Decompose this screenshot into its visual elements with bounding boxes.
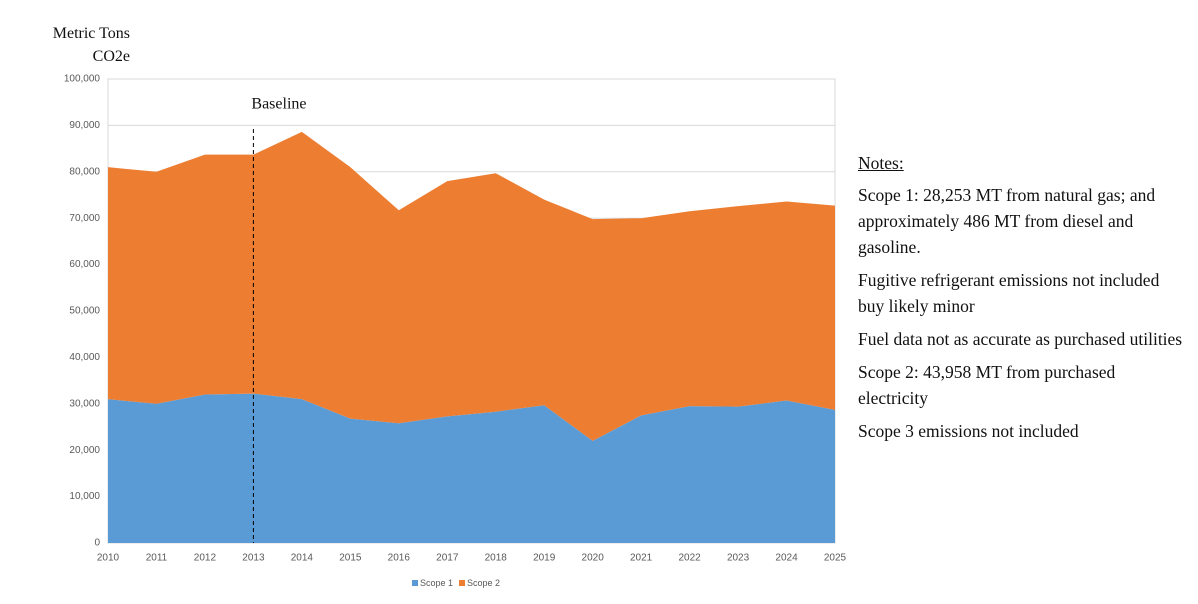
y-tick-label: 60,000 xyxy=(69,259,100,270)
area xyxy=(108,393,835,543)
note: Fuel data not as accurate as purchased u… xyxy=(858,329,1183,349)
x-tick-label: 2023 xyxy=(727,553,750,564)
note: Scope 2: 43,958 MT from purchased electr… xyxy=(858,362,1116,408)
y-tick-label: 70,000 xyxy=(69,213,100,224)
y-tick-label: 90,000 xyxy=(69,120,100,131)
x-tick-label: 2011 xyxy=(146,553,168,564)
note: Scope 1: 28,253 MT from natural gas; and… xyxy=(858,185,1156,257)
x-tick-label: 2017 xyxy=(436,553,459,564)
note: Scope 3 emissions not included xyxy=(858,421,1079,441)
x-tick-label: 2016 xyxy=(388,553,411,564)
x-tick-label: 2019 xyxy=(533,553,556,564)
y-tick-label: 80,000 xyxy=(69,166,100,177)
y-tick-label: 40,000 xyxy=(69,352,100,363)
legend-label: Scope 1 xyxy=(420,578,453,588)
x-tick-label: 2010 xyxy=(97,553,120,564)
annotation: Baseline xyxy=(251,96,306,113)
y-tick-label: 20,000 xyxy=(69,445,100,456)
x-tick-label: 2012 xyxy=(194,553,217,564)
legend-swatch xyxy=(459,580,466,586)
x-tick-label: 2015 xyxy=(339,553,362,564)
area xyxy=(108,131,835,441)
x-tick-label: 2013 xyxy=(242,553,265,564)
note: Fugitive refrigerant emissions not inclu… xyxy=(858,270,1160,316)
y-axis-label: Metric Tons CO2e xyxy=(52,25,130,65)
x-tick-label: 2025 xyxy=(824,553,847,564)
y-tick-label: 50,000 xyxy=(69,306,100,317)
y-tick-label: 100,000 xyxy=(64,74,101,85)
x-tick-label: 2020 xyxy=(582,553,605,564)
x-tick-label: 2021 xyxy=(630,553,653,564)
y-tick-label: 0 xyxy=(94,538,100,549)
notes-title: Notes: xyxy=(858,153,904,173)
x-tick-label: 2014 xyxy=(291,553,314,564)
notes: Notes: Scope 1: 28,253 MT from natural g… xyxy=(858,150,1183,451)
legend-label: Scope 2 xyxy=(467,578,500,588)
y-tick-label: 10,000 xyxy=(69,491,100,502)
x-tick-label: 2022 xyxy=(678,553,701,564)
x-tick-label: 2024 xyxy=(775,553,798,564)
legend-swatch xyxy=(412,580,418,586)
y-tick-label: 30,000 xyxy=(69,398,100,409)
x-tick-label: 2018 xyxy=(485,553,508,564)
